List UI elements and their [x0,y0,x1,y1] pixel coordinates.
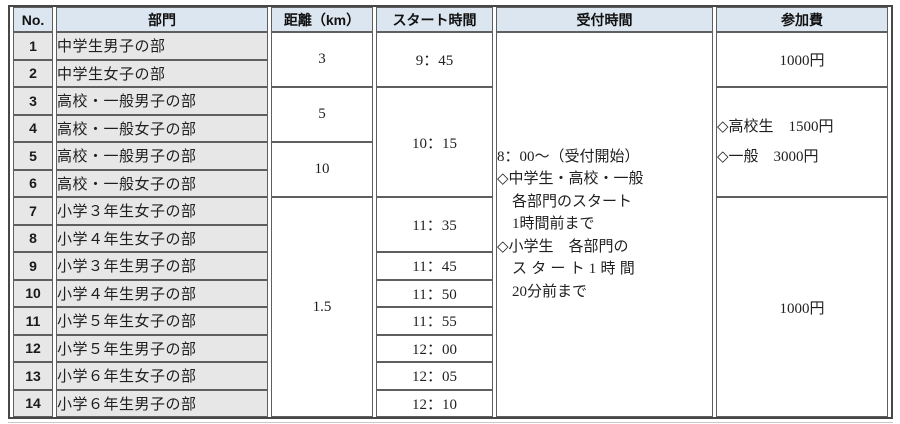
reception-line: 各部門のスタート [512,193,633,210]
table-row: 12 小学５年生男子の部 12：00 [13,334,888,362]
start-time-cell: 11：50 [376,279,493,307]
start-time-cell: 11：45 [376,252,493,280]
no-cell: 2 [13,59,53,87]
start-time-cell: 12：00 [376,334,493,362]
table-row: 1 中学生男子の部 3 9：45 8：00～（受付開始） ◇中学生・高校・一般 … [13,32,888,417]
start-time-cell: 11：35 [376,197,493,252]
header-division: 部門 [56,7,268,32]
fee-line: ◇高校生 1500円 [717,119,834,135]
distance-cell: 10 [271,142,373,197]
table-row: 3 高校・一般男子の部 5 10：15 ◇高校生 1500円 ◇一般 3000円 [13,87,888,197]
table-row: 8 小学４年生女子の部 [13,224,888,252]
distance-cell: 1.5 [271,197,373,417]
reception-line: 8：00～（受付開始） [497,148,640,165]
division-cell: 高校・一般女子の部 [56,169,268,197]
no-cell: 12 [13,334,53,362]
reception-line: 1時間前まで [512,216,595,233]
division-cell: 小学５年生男子の部 [56,334,268,362]
distance-cell: 5 [271,87,373,142]
table-row: 13 小学６年生女子の部 12：05 [13,362,888,390]
division-cell: 小学４年生男子の部 [56,279,268,307]
header-fee: 参加費 [716,7,888,32]
no-cell: 3 [13,87,53,115]
table-row: 2 中学生女子の部 [13,59,888,87]
division-cell: 高校・一般女子の部 [56,114,268,142]
header-row: No. 部門 距離（km） スタート時間 受付時間 参加費 [13,7,888,32]
start-time-cell: 12：10 [376,389,493,417]
start-time-cell: 10：15 [376,87,493,197]
reception-cell: 8：00～（受付開始） ◇中学生・高校・一般 各部門のスタート 1時間前まで ◇… [496,32,713,417]
no-cell: 1 [13,32,53,60]
division-cell: 小学４年生女子の部 [56,224,268,252]
no-cell: 9 [13,252,53,280]
table-row: 7 小学３年生女子の部 1.5 11：35 1000円 [13,197,888,417]
reception-line: スタート1時間 [512,261,639,278]
table-row: 9 小学３年生男子の部 11：45 [13,252,888,280]
header-distance: 距離（km） [271,7,373,32]
division-cell: 高校・一般男子の部 [56,87,268,115]
schedule-table-frame: No. 部門 距離（km） スタート時間 受付時間 参加費 1 中学生男子の部 … [8,5,893,423]
fee-cell: 1000円 [716,32,888,87]
no-cell: 8 [13,224,53,252]
table-row: 14 小学６年生男子の部 12：10 [13,389,888,417]
division-cell: 小学６年生男子の部 [56,389,268,417]
no-cell: 13 [13,362,53,390]
table-row: 4 高校・一般女子の部 [13,114,888,142]
no-cell: 14 [13,389,53,417]
division-cell: 小学３年生男子の部 [56,252,268,280]
table-row: 5 高校・一般男子の部 10 [13,142,888,197]
no-cell: 4 [13,114,53,142]
fee-cell: 1000円 [716,197,888,417]
start-time-cell: 12：05 [376,362,493,390]
no-cell: 10 [13,279,53,307]
table-row: 10 小学４年生男子の部 11：50 [13,279,888,307]
start-time-cell: 11：55 [376,307,493,335]
reception-line: ◇中学生・高校・一般 [497,171,644,188]
start-time-cell: 9：45 [376,32,493,87]
table-row: 11 小学５年生女子の部 11：55 [13,307,888,335]
division-cell: 小学５年生女子の部 [56,307,268,335]
division-cell: 小学６年生女子の部 [56,362,268,390]
no-cell: 6 [13,169,53,197]
schedule-table: No. 部門 距離（km） スタート時間 受付時間 参加費 1 中学生男子の部 … [10,7,891,417]
header-reception-time: 受付時間 [496,7,713,32]
distance-cell: 3 [271,32,373,87]
division-cell: 高校・一般男子の部 [56,142,268,170]
reception-line: 20分前まで [512,283,588,300]
no-cell: 7 [13,197,53,225]
fee-cell: ◇高校生 1500円 ◇一般 3000円 [716,87,888,197]
fee-line: ◇一般 3000円 [717,149,819,165]
reception-line: ◇小学生 各部門の [497,238,629,255]
table-row: 6 高校・一般女子の部 [13,169,888,197]
division-cell: 中学生女子の部 [56,59,268,87]
no-cell: 5 [13,142,53,170]
header-start-time: スタート時間 [376,7,493,32]
division-cell: 小学３年生女子の部 [56,197,268,225]
header-no: No. [13,7,53,32]
division-cell: 中学生男子の部 [56,32,268,60]
no-cell: 11 [13,307,53,335]
